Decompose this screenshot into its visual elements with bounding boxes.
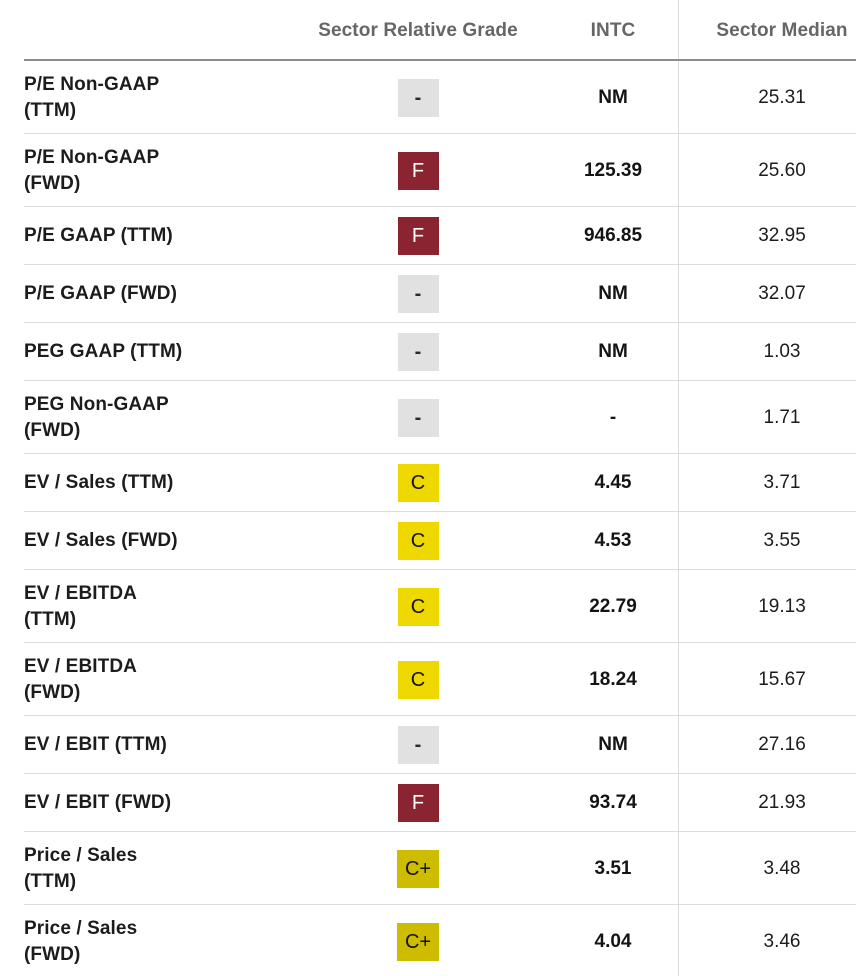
table-row: EV / EBIT (FWD) F 93.74 21.93 [0, 774, 856, 832]
table-header-row: Sector Relative Grade INTC Sector Median [0, 0, 856, 61]
metric-label: P/E GAAP (FWD) [24, 283, 178, 304]
grade-badge: - [397, 78, 439, 117]
sector-median-value: 3.55 [763, 530, 801, 551]
grade-badge: C+ [396, 849, 440, 888]
sector-median-value: 15.67 [758, 668, 806, 690]
grade-badge: - [397, 398, 439, 437]
sector-median-value: 1.03 [763, 341, 801, 362]
table-row: EV / EBITDA (TTM) C 22.79 19.13 [0, 570, 856, 643]
metric-label: EV / Sales (TTM) [24, 472, 174, 493]
metric-label: Price / Sales (FWD) [24, 917, 138, 965]
sector-median-value: 3.48 [763, 857, 801, 879]
metric-label: EV / EBIT (FWD) [24, 792, 172, 813]
ticker-value: 4.04 [594, 930, 632, 952]
sector-median-value: 32.07 [758, 283, 806, 304]
metric-label: Price / Sales (TTM) [24, 844, 138, 892]
sector-median-value: 3.46 [763, 930, 801, 952]
metric-label: EV / EBIT (TTM) [24, 734, 167, 755]
table-row: EV / Sales (FWD) C 4.53 3.55 [0, 512, 856, 570]
ticker-value: 125.39 [583, 159, 643, 181]
metric-label: EV / EBITDA (TTM) [24, 582, 138, 630]
table-row: EV / Sales (TTM) C 4.45 3.71 [0, 454, 856, 512]
table-row: Price / Sales (TTM) C+ 3.51 3.48 [0, 832, 856, 905]
ticker-value: 22.79 [589, 595, 637, 617]
table-row: Price / Sales (FWD) C+ 4.04 3.46 [0, 905, 856, 976]
grade-badge: F [397, 784, 439, 822]
grade-badge: F [397, 151, 439, 190]
grade-badge: - [397, 726, 439, 764]
ticker-value: 18.24 [589, 668, 637, 690]
grade-badge: C [397, 587, 439, 626]
grade-badge: C [397, 464, 439, 502]
ticker-value: 4.45 [594, 472, 632, 493]
metric-label: P/E Non-GAAP (FWD) [24, 146, 160, 194]
table-row: P/E GAAP (TTM) F 946.85 32.95 [0, 207, 856, 265]
metric-label: EV / Sales (FWD) [24, 530, 178, 551]
sector-median-value: 21.93 [758, 792, 806, 813]
sector-median-value: 32.95 [758, 225, 806, 246]
column-header-sector-relative-grade: Sector Relative Grade [318, 19, 518, 41]
sector-median-value: 1.71 [763, 406, 801, 428]
metric-label: P/E GAAP (TTM) [24, 225, 173, 246]
table-row: P/E GAAP (FWD) - NM 32.07 [0, 265, 856, 323]
ticker-value: - [609, 406, 617, 428]
ticker-value: NM [598, 86, 628, 108]
table-row: EV / EBITDA (FWD) C 18.24 15.67 [0, 643, 856, 716]
grade-badge: - [397, 333, 439, 371]
ticker-value: NM [598, 341, 628, 362]
column-header-sector-median: Sector Median [716, 19, 848, 41]
table-row: P/E Non-GAAP (FWD) F 125.39 25.60 [0, 134, 856, 207]
table-row: P/E Non-GAAP (TTM) - NM 25.31 [0, 61, 856, 134]
ticker-value: 3.51 [594, 857, 632, 879]
metric-label: EV / EBITDA (FWD) [24, 655, 138, 703]
sector-median-value: 25.60 [758, 159, 806, 181]
ticker-value: 93.74 [589, 792, 637, 813]
sector-median-value: 3.71 [763, 472, 801, 493]
ticker-value: NM [598, 283, 628, 304]
ticker-value: 4.53 [594, 530, 632, 551]
sector-median-value: 19.13 [758, 595, 806, 617]
table-row: EV / EBIT (TTM) - NM 27.16 [0, 716, 856, 774]
column-header-ticker: INTC [590, 19, 636, 41]
ticker-value: NM [598, 734, 628, 755]
metric-label: PEG GAAP (TTM) [24, 341, 183, 362]
table-row: PEG Non-GAAP (FWD) - - 1.71 [0, 381, 856, 454]
metric-label: P/E Non-GAAP (TTM) [24, 73, 160, 121]
grade-badge: C+ [396, 922, 440, 961]
ticker-value: 946.85 [583, 225, 643, 246]
grade-badge: F [397, 217, 439, 255]
sector-median-value: 27.16 [758, 734, 806, 755]
sector-median-value: 25.31 [758, 86, 806, 108]
table-row: PEG GAAP (TTM) - NM 1.03 [0, 323, 856, 381]
grade-badge: C [397, 660, 439, 699]
metric-label: PEG Non-GAAP (FWD) [24, 393, 169, 441]
grade-badge: C [397, 522, 439, 560]
grade-badge: - [397, 275, 439, 313]
